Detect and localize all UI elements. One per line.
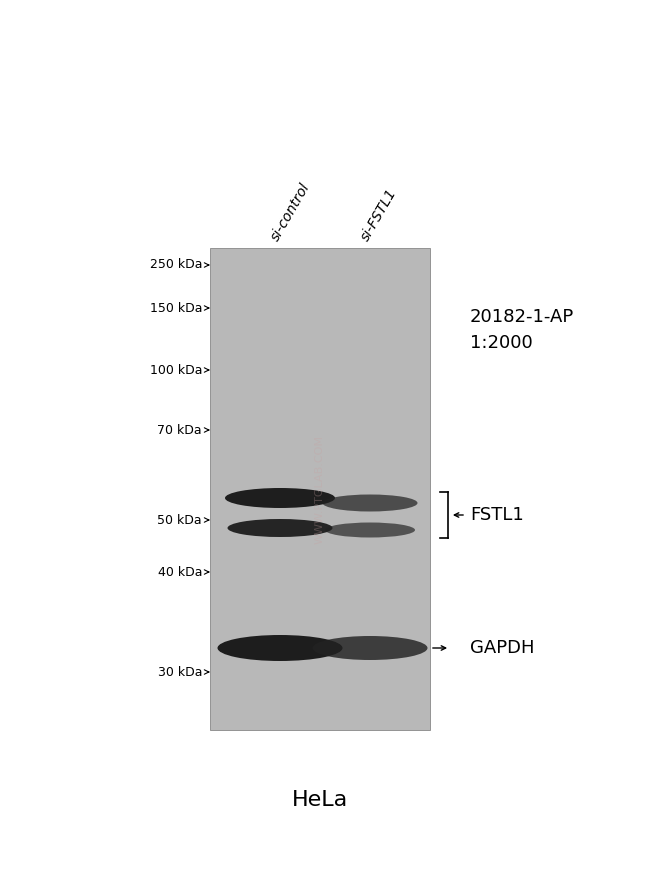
Text: 250 kDa: 250 kDa xyxy=(150,259,202,271)
Ellipse shape xyxy=(322,495,417,512)
Ellipse shape xyxy=(225,488,335,508)
Text: 20182-1-AP
1:2000: 20182-1-AP 1:2000 xyxy=(470,308,574,351)
Ellipse shape xyxy=(325,522,415,538)
Ellipse shape xyxy=(227,519,333,537)
Text: 30 kDa: 30 kDa xyxy=(157,666,202,678)
Text: HeLa: HeLa xyxy=(292,790,348,810)
Text: 150 kDa: 150 kDa xyxy=(150,301,202,314)
Ellipse shape xyxy=(313,636,428,660)
Text: FSTL1: FSTL1 xyxy=(470,506,524,524)
Text: 50 kDa: 50 kDa xyxy=(157,513,202,527)
Ellipse shape xyxy=(218,635,343,661)
Text: si-control: si-control xyxy=(268,180,312,243)
Text: 70 kDa: 70 kDa xyxy=(157,424,202,436)
Text: 100 kDa: 100 kDa xyxy=(150,364,202,376)
Text: si-FSTL1: si-FSTL1 xyxy=(358,185,399,243)
Bar xyxy=(210,248,430,730)
Text: 40 kDa: 40 kDa xyxy=(157,565,202,579)
Text: GAPDH: GAPDH xyxy=(470,639,534,657)
Text: WWW.PTGLAB.COM: WWW.PTGLAB.COM xyxy=(315,435,325,544)
